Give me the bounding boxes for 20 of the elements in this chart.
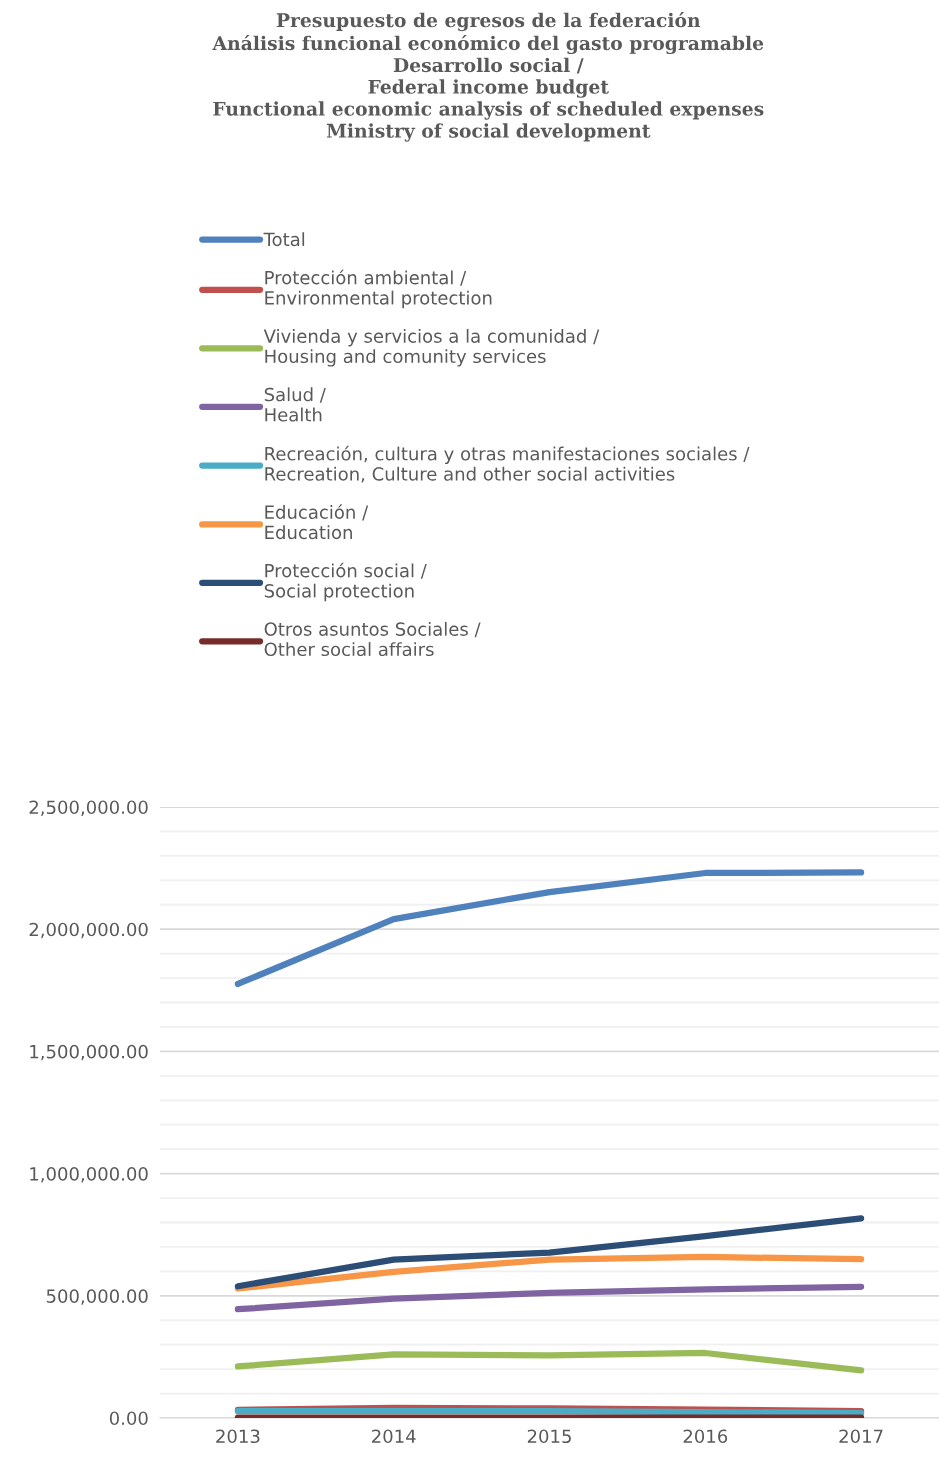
y-tick-label: 2,500,000.00 (29, 800, 148, 816)
legend-label: Vivienda y servicios a la comunidad / Housing and comunity services (263, 328, 600, 367)
legend-label: Total (263, 232, 305, 247)
legend-label: Educación / Education (265, 504, 369, 540)
chart-title: Presupuesto de egresos de la federación Análisis funcional económico del gasto programable Desarrollo social / Federal income budget Functional economic analysis of scheduled expenses Ministry of social development (212, 12, 764, 142)
x-tick-label: 2014 (372, 1429, 416, 1444)
legend-label: Protección social / Social protection (264, 562, 427, 602)
legend-label: Recreación, cultura y otras manifestaciones sociales / Recreation, Culture and other social activities (265, 445, 750, 483)
y-tick-label: 1,500,000.00 (30, 1044, 148, 1061)
x-tick-label: 2015 (527, 1429, 571, 1444)
y-tick-label: 2,000,000.00 (29, 922, 148, 939)
x-tick-label: 2013 (216, 1429, 260, 1444)
legend-label: Otros asuntos Sociales / Other social affairs (264, 621, 481, 657)
x-tick-label: 2017 (839, 1429, 883, 1444)
y-tick-label: 0.00 (109, 1411, 148, 1426)
x-tick-label: 2016 (683, 1429, 728, 1444)
legend-label: Protección ambiental / Environmental protection (265, 269, 492, 309)
y-tick-label: 500,000.00 (46, 1289, 148, 1305)
y-tick-label: 1,000,000.00 (30, 1167, 148, 1183)
legend-label: Salud / Health (264, 387, 326, 422)
